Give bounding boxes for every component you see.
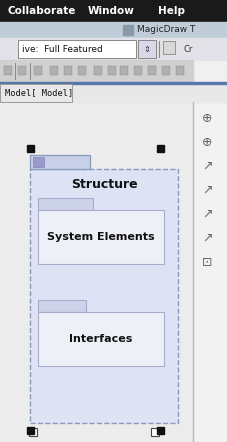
Bar (33, 157, 44, 167)
Bar (29, 428, 37, 436)
Bar (4, 66, 12, 75)
Text: ⇕: ⇕ (143, 45, 151, 53)
Text: Window: Window (88, 6, 135, 16)
Bar (0, 22, 227, 38)
Bar (0, 82, 227, 84)
Text: ⊕: ⊕ (202, 111, 212, 125)
Bar (0, 102, 193, 442)
Bar (148, 66, 156, 75)
Bar (30, 155, 90, 169)
Bar (64, 66, 72, 75)
Text: Help: Help (158, 6, 185, 16)
Bar (18, 66, 26, 75)
Bar (94, 66, 102, 75)
Text: Interfaces: Interfaces (69, 334, 133, 344)
Text: ⊕: ⊕ (202, 136, 212, 149)
Bar (78, 66, 86, 75)
Bar (157, 145, 164, 152)
Bar (38, 300, 86, 312)
Bar (38, 198, 93, 210)
Bar (123, 25, 133, 35)
Bar (163, 41, 175, 54)
Bar (176, 66, 184, 75)
Text: ↗: ↗ (202, 160, 212, 172)
Text: ⊡: ⊡ (202, 255, 212, 268)
Text: Structure: Structure (71, 179, 137, 191)
Bar (151, 428, 159, 436)
Bar (0, 82, 227, 102)
Bar (50, 66, 58, 75)
Bar (157, 427, 164, 434)
Bar (0, 60, 193, 82)
Text: Collaborate: Collaborate (8, 6, 76, 16)
Bar (0, 0, 227, 22)
Bar (34, 66, 42, 75)
Bar (18, 40, 136, 58)
Bar (0, 38, 227, 60)
Text: ↗: ↗ (202, 207, 212, 221)
Bar (134, 66, 142, 75)
Bar (27, 145, 34, 152)
Bar (138, 40, 156, 58)
Bar (162, 66, 170, 75)
Text: ↗: ↗ (202, 232, 212, 244)
Bar (193, 102, 227, 442)
Text: MagicDraw T: MagicDraw T (137, 26, 195, 34)
Bar (120, 66, 128, 75)
Bar (30, 169, 178, 423)
Bar (38, 312, 164, 366)
Bar (0, 84, 72, 102)
Text: Cr: Cr (183, 45, 192, 53)
Text: ive:  Full Featured: ive: Full Featured (22, 45, 103, 53)
Text: ↗: ↗ (202, 183, 212, 197)
Bar (27, 427, 34, 434)
Text: System Elements: System Elements (47, 232, 155, 242)
Text: Model[ Model]: Model[ Model] (5, 88, 73, 98)
Bar (38, 210, 164, 264)
Bar (108, 66, 116, 75)
